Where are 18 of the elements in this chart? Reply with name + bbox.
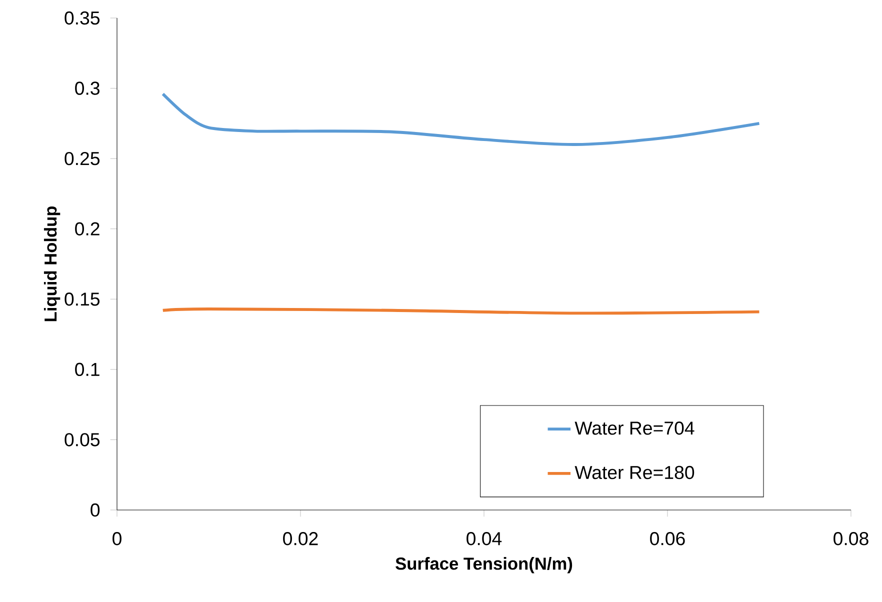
legend-label: Water Re=180 (574, 466, 694, 480)
x-tick-label: 0.04 (466, 532, 502, 546)
x-tick-label: 0 (112, 532, 122, 546)
x-axis-title: Surface Tension(N/m) (396, 557, 572, 574)
y-tick-label: 0 (90, 503, 100, 517)
y-tick-label: 0.1 (75, 362, 100, 376)
y-tick-label: 0.05 (64, 433, 100, 446)
line-series (161, 92, 761, 146)
x-tick-label: 0.02 (283, 532, 318, 546)
y-tick-label: 0.35 (64, 11, 100, 25)
y-axis-title: Liquid Holdup (44, 206, 60, 322)
y-tick-label: 0.25 (64, 152, 100, 166)
y-tick-label: 0.15 (64, 292, 100, 306)
legend-label: Water Re=704 (574, 422, 694, 435)
x-tick-label: 0.06 (650, 532, 685, 546)
x-tick-label: 0.08 (834, 532, 868, 546)
y-tick-label: 0.3 (75, 82, 100, 95)
y-tick-label: 0.2 (75, 222, 100, 236)
